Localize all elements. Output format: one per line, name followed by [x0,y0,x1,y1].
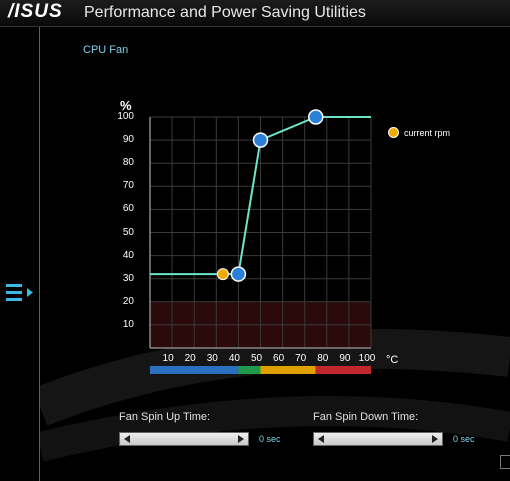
spin-down-slider[interactable] [313,432,443,446]
y-tick-label: 60 [122,203,134,215]
x-tick-label: 20 [184,353,196,364]
x-tick-label: 30 [206,353,218,364]
spin-up-slider[interactable] [119,432,249,446]
corner-control[interactable] [500,455,510,469]
asus-logo: /ISUS [8,1,63,22]
x-unit: °C [386,354,399,366]
y-tick-label: 30 [122,272,134,284]
arrow-left-icon[interactable] [318,435,324,443]
y-tick-label: 20 [122,295,134,307]
current-rpm-dot-icon [388,127,399,138]
current-rpm-point [216,268,229,281]
x-tick-label: 60 [273,353,285,364]
x-tick-label: 100 [358,353,376,364]
app-title: Performance and Power Saving Utilities [84,4,366,21]
x-tick-label: 70 [295,353,307,364]
fan-title: CPU Fan [83,44,129,56]
curve-control-point[interactable] [230,266,247,282]
x-tick-label: 10 [162,353,174,364]
arrow-right-icon[interactable] [432,435,438,443]
temperature-band [238,366,261,374]
x-tick-label: 90 [339,353,351,364]
y-tick-label: 40 [122,249,134,261]
legend: current rpm [388,127,450,138]
y-tick-label: 70 [122,180,134,192]
y-tick-label: 50 [122,226,134,238]
menu-expand-icon[interactable] [4,280,38,308]
y-tick-label: 100 [117,111,134,122]
curve-control-point[interactable] [252,132,269,148]
x-tick-label: 50 [250,353,263,364]
arrow-right-icon[interactable] [238,435,244,443]
spin-up-value: 0 sec [259,434,281,444]
spin-down-value: 0 sec [453,434,475,444]
arrow-left-icon[interactable] [124,435,130,443]
curve-control-point[interactable] [308,109,324,125]
temperature-band [260,366,316,374]
legend-label: current rpm [404,127,451,138]
sidebar-divider [39,27,40,481]
spin-up-label: Fan Spin Up Time: [119,411,211,423]
temperature-band [315,366,371,374]
x-tick-label: 40 [228,353,240,364]
temperature-band [150,366,239,374]
x-tick-label: 80 [317,353,329,364]
y-unit: % [120,98,132,113]
y-tick-label: 10 [122,318,134,330]
spin-down-label: Fan Spin Down Time: [313,411,419,423]
y-tick-label: 90 [122,134,134,146]
y-tick-label: 80 [122,157,134,169]
background-swoosh [40,328,510,462]
title-bar: /ISUS Performance and Power Saving Utili… [0,0,510,27]
